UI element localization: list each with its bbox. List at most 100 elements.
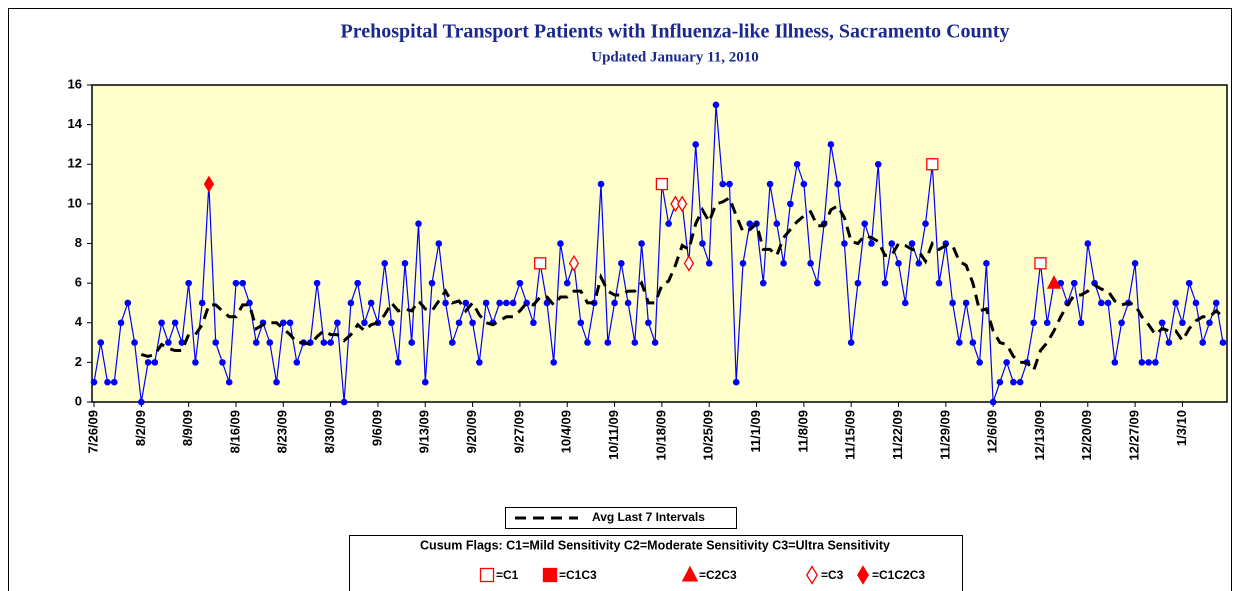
data-point (165, 339, 172, 346)
data-point (327, 339, 334, 346)
x-tick-label: 12/20/09 (1079, 410, 1094, 461)
legend-box (505, 507, 737, 529)
data-point (726, 180, 733, 188)
data-point (1077, 319, 1085, 327)
x-tick-label: 11/8/09 (795, 410, 810, 453)
data-point (462, 299, 470, 307)
flag-marker (926, 158, 939, 171)
data-point (171, 319, 179, 327)
data-point (415, 220, 422, 227)
y-tick-label: 6 (75, 275, 82, 290)
data-point (854, 279, 862, 287)
average-line (140, 195, 1224, 374)
data-point (732, 378, 740, 386)
data-point (388, 319, 395, 327)
x-tick-label: 11/1/09 (748, 410, 763, 453)
data-point (530, 319, 537, 327)
data-point (219, 359, 226, 366)
data-point (888, 240, 896, 247)
flag-legend-symbol (542, 567, 558, 583)
data-point (1152, 359, 1159, 366)
data-point (1003, 359, 1010, 366)
y-tick-label: 8 (75, 235, 82, 250)
x-tick-label: 9/6/09 (369, 410, 384, 446)
data-point (956, 339, 963, 346)
data-point (780, 260, 787, 267)
flag-legend-title: Cusum Flags: C1=Mild Sensitivity C2=Mode… (420, 538, 890, 552)
data-point (1070, 279, 1078, 287)
data-point (1179, 319, 1186, 327)
data-point (645, 319, 652, 327)
data-point (895, 260, 902, 267)
data-point (597, 180, 605, 188)
x-tick-label: 8/16/09 (227, 410, 242, 453)
x-tick-label: 9/20/09 (464, 410, 479, 453)
data-point (239, 279, 247, 287)
data-point (313, 279, 321, 287)
data-point (1098, 299, 1105, 307)
data-point (266, 339, 274, 346)
data-point (773, 220, 781, 227)
data-point (381, 260, 389, 267)
data-point (212, 339, 219, 346)
flag-legend-symbol (806, 565, 818, 585)
data-point (1138, 359, 1146, 366)
data-point (442, 299, 449, 307)
data-point (252, 339, 260, 346)
data-point (286, 319, 294, 327)
data-point (841, 240, 848, 247)
data-point (969, 339, 977, 346)
data-point (117, 319, 125, 327)
data-point (543, 299, 551, 307)
data-point (198, 299, 206, 307)
chart-title: Prehospital Transport Patients with Infl… (341, 21, 1010, 43)
data-point (482, 299, 490, 307)
flag-marker (655, 177, 669, 191)
y-tick-label: 4 (75, 314, 83, 329)
data-point (922, 220, 929, 227)
x-tick-label: 9/13/09 (417, 410, 432, 453)
flag-marker (568, 254, 580, 272)
data-point (1199, 339, 1207, 346)
flag-legend-symbol (681, 565, 699, 582)
x-tick-label: 12/6/09 (985, 410, 1000, 453)
data-point (503, 299, 510, 307)
data-point (719, 180, 727, 188)
y-tick-label: 16 (68, 76, 82, 91)
data-point (746, 220, 754, 227)
x-tick-label: 8/30/09 (322, 410, 337, 453)
y-tick-label: 2 (75, 354, 82, 369)
data-point (1118, 319, 1125, 327)
x-tick-label: 12/13/09 (1032, 410, 1047, 461)
data-point (435, 240, 443, 247)
flag-legend-label: =C1C3 (559, 568, 597, 582)
data-point (246, 299, 253, 307)
x-tick-label: 11/29/09 (937, 410, 952, 460)
data-point (354, 279, 361, 287)
data-point (996, 378, 1004, 386)
data-point (124, 299, 132, 307)
data-point (185, 279, 192, 287)
flag-marker (203, 175, 215, 193)
data-point (874, 160, 882, 168)
data-point (158, 319, 165, 327)
data-point (976, 359, 983, 366)
x-tick-label: 11/15/09 (843, 410, 858, 460)
flag-legend-box (349, 535, 963, 591)
data-point (509, 299, 517, 307)
data-line (93, 104, 1224, 403)
x-tick-label: 10/11/09 (606, 410, 621, 460)
data-point (476, 359, 483, 366)
data-point (989, 398, 997, 406)
flag-marker (670, 195, 681, 213)
data-point (935, 279, 943, 287)
data-point (1111, 359, 1119, 366)
data-point (1206, 319, 1213, 327)
data-point (908, 240, 916, 247)
x-tick-label: 1/3/10 (1174, 410, 1189, 446)
data-point (759, 279, 767, 287)
data-point (367, 299, 375, 307)
flag-legend-label: =C2C3 (699, 568, 737, 582)
data-point (611, 299, 618, 307)
data-point (347, 299, 355, 307)
